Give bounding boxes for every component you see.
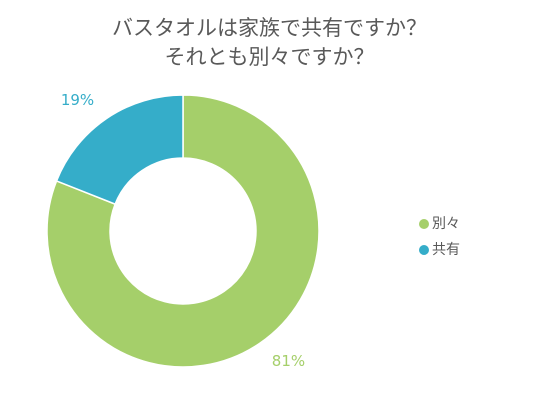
chart-title: バスタオルは家族で共有ですか？ それとも別々ですか？ [0,14,539,72]
chart-title-line-2: それとも別々ですか？ [164,45,375,69]
slices-layer [46,94,320,368]
legend-label-1: 共有 [432,242,460,258]
slice-1 [55,94,184,206]
data-label-0: 81% [272,352,305,370]
chart-title-line-1: バスタオルは家族で共有ですか？ [112,16,427,40]
legend-label-0: 別々 [432,216,460,232]
legend-marker-1 [419,245,429,255]
legend-marker-0 [419,219,429,229]
data-label-1: 19% [61,91,94,109]
labels-layer: 81% 19% [61,91,305,370]
slice-0 [46,94,320,368]
